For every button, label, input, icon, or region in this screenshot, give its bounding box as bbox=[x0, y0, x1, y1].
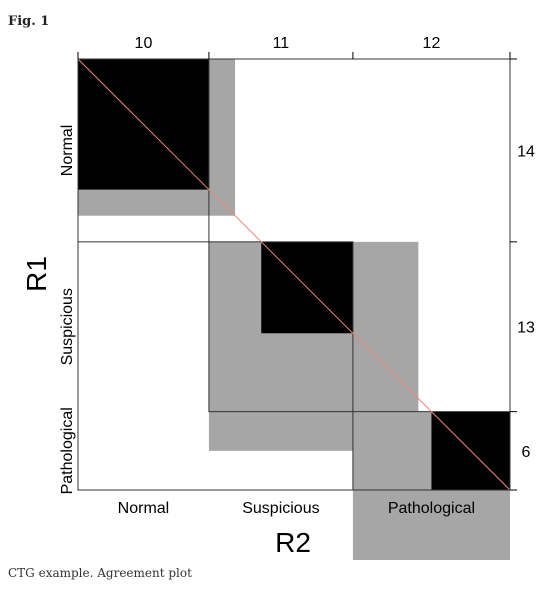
row-total-label: 6 bbox=[522, 444, 531, 461]
x-category-label: Normal bbox=[118, 500, 170, 517]
x-category-label: Suspicious bbox=[242, 500, 319, 517]
column-total-label: 10 bbox=[135, 35, 153, 52]
agreement-plot: 10 11 12 14 13 6 Normal Suspicious Pathological N… bbox=[21, 35, 535, 560]
labels-layer: 10 11 12 14 13 6 Normal Suspicious Pathological N… bbox=[59, 35, 535, 517]
x-category-label: Pathological bbox=[388, 500, 475, 517]
y-category-label: Suspicious bbox=[59, 288, 76, 365]
diagonal-reference-line bbox=[77, 58, 511, 491]
y-category-label: Normal bbox=[59, 125, 76, 177]
y-category-label: Pathological bbox=[59, 407, 76, 494]
row-total-label: 13 bbox=[517, 320, 535, 337]
figure-label: Fig. 1 bbox=[8, 14, 50, 29]
ticks-layer bbox=[77, 52, 517, 491]
row-total-label: 14 bbox=[517, 143, 535, 160]
plot-frame bbox=[77, 58, 511, 491]
column-total-label: 11 bbox=[273, 35, 290, 52]
x-axis-title: R2 bbox=[275, 527, 311, 558]
column-total-label: 12 bbox=[423, 35, 441, 52]
figure-caption: CTG example. Agreement plot bbox=[8, 566, 192, 580]
y-axis-title: R1 bbox=[21, 256, 52, 292]
marginal-box-suspicious bbox=[208, 241, 354, 413]
